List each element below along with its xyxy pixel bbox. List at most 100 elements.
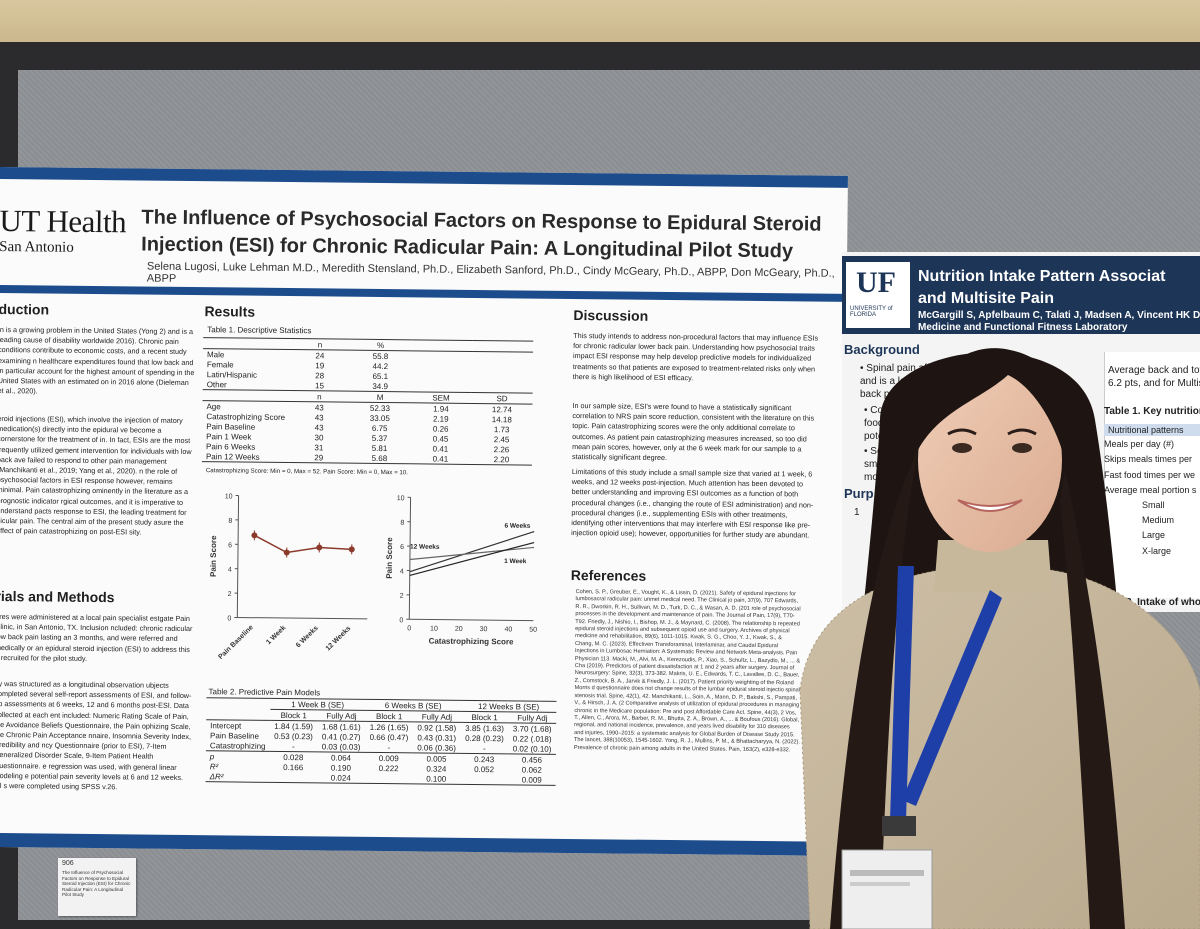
x-tick-label: 12 Weeks bbox=[325, 625, 353, 652]
table-cell bbox=[411, 361, 472, 372]
chart-pain-over-time: 0 2 4 6 8 10 Pain Score Pain Baseline 1 Week 6 We… bbox=[209, 493, 368, 661]
poster-card-text: The Influence of Psychosocial Factors on… bbox=[62, 870, 131, 898]
table-cell: Age bbox=[206, 401, 221, 411]
x-tick-label: 1 Week bbox=[265, 624, 287, 646]
table-cell: 0.03 (0.03) bbox=[317, 741, 366, 753]
table-cell: 0.222 bbox=[378, 763, 399, 773]
table-cell: Pain 12 Weeks bbox=[201, 451, 289, 463]
table-cell: Intercept bbox=[210, 720, 242, 731]
table-cell: 19 bbox=[315, 360, 325, 370]
presenter-person bbox=[799, 348, 1200, 929]
regression-line bbox=[409, 530, 535, 573]
table-cell: 0.324 bbox=[426, 763, 447, 774]
table-cell: 1.84 (1.59) bbox=[274, 721, 314, 731]
table-cell bbox=[472, 362, 533, 373]
table-cell: 43 bbox=[314, 422, 324, 432]
table-cell: 0.166 bbox=[283, 762, 304, 772]
second-poster-purpose-heading: Purp bbox=[844, 486, 874, 501]
table-cell: Pain Baseline bbox=[210, 730, 260, 741]
data-point bbox=[316, 544, 323, 551]
nutrition-table-row: Skips meals times per bbox=[1104, 454, 1193, 465]
table-cell: 12.74 bbox=[491, 404, 512, 414]
discussion-p1: This study intends to address non-proced… bbox=[572, 331, 819, 383]
table-cell: 0.22 (.018) bbox=[512, 733, 552, 744]
table-cell: 0.06 (0.36) bbox=[412, 742, 461, 754]
table-cell: 2.26 bbox=[493, 444, 510, 454]
methods-text: ures were administered at a local pain s… bbox=[0, 611, 193, 663]
table-cell: 0.41 (0.27) bbox=[321, 731, 361, 742]
y-tick-label: 6 bbox=[400, 544, 404, 551]
series-label: 6 Weeks bbox=[504, 523, 530, 530]
table-cell: 5.37 bbox=[371, 433, 388, 443]
table-cell: 31 bbox=[314, 442, 324, 452]
chart-pain-by-catastrophizing: 0 2 4 6 8 10 0 10 20 30 40 50 Pain Score Catastrophiz… bbox=[385, 495, 538, 646]
table-cell: - bbox=[269, 740, 318, 752]
table-cell: Fully Adj bbox=[508, 711, 557, 724]
poster-number: 906 bbox=[62, 860, 74, 867]
table-cell: Fully Adj bbox=[413, 710, 461, 723]
data-point bbox=[283, 549, 290, 556]
x-tick-label: 6 Weeks bbox=[295, 625, 320, 650]
table-cell: 28 bbox=[315, 370, 325, 380]
x-tick-label: 10 bbox=[430, 626, 438, 633]
series-label: 1 Week bbox=[504, 558, 527, 565]
nutrition-table-row: Average meal portion s bbox=[1104, 484, 1197, 495]
table-cell: 0.66 (0.47) bbox=[369, 732, 409, 742]
table-cell: 0.02 (0.10) bbox=[508, 743, 556, 755]
table-cell: 55.8 bbox=[372, 351, 389, 361]
table-cell: Catastrophizing bbox=[205, 740, 270, 752]
y-tick-label: 2 bbox=[228, 591, 232, 598]
table-cell: 29 bbox=[288, 452, 349, 464]
methods-text-2: dy was structured as a longitudinal obse… bbox=[0, 678, 192, 792]
y-tick-label: 4 bbox=[400, 568, 404, 575]
y-tick-label: 0 bbox=[399, 617, 403, 624]
y-tick-label: 8 bbox=[400, 520, 404, 527]
y-axis-label: Pain Score bbox=[209, 535, 218, 577]
table-cell: 2.45 bbox=[493, 434, 510, 444]
table-cell: Latin/Hispanic bbox=[206, 369, 258, 380]
table-cell: 0.190 bbox=[330, 762, 351, 773]
table-cell: ΔR² bbox=[205, 771, 270, 783]
y-tick-label: 0 bbox=[227, 615, 231, 622]
table-cell: n bbox=[289, 390, 350, 403]
table-cell: 0.26 bbox=[432, 424, 449, 434]
table-cell: 43 bbox=[314, 412, 324, 422]
y-tick-label: 4 bbox=[228, 567, 232, 574]
table-cell: 0.28 (0.23) bbox=[465, 733, 504, 743]
table-cell: 0.45 bbox=[432, 434, 449, 444]
second-poster-section-2: 2. Intake of whol bbox=[1126, 597, 1200, 608]
table-cell: 0.009 bbox=[507, 774, 556, 786]
ut-health-logo-sub: San Antonio bbox=[0, 238, 74, 256]
results-heading: Results bbox=[204, 303, 256, 320]
second-poster-authors-2: Medicine and Functional Fitness Laborato… bbox=[918, 322, 1128, 333]
table-cell bbox=[269, 771, 318, 783]
table-cell: 2.20 bbox=[470, 453, 533, 466]
table-cell: 0.243 bbox=[474, 754, 495, 764]
table-cell: Block 1 bbox=[365, 710, 414, 722]
table-cell: n bbox=[289, 338, 351, 351]
table2: 1 Week B (SE) 6 Weeks B (SE) 12 Weeks B (S… bbox=[205, 697, 557, 786]
discussion-heading: Discussion bbox=[573, 307, 649, 324]
second-poster-purpose-num: 1 bbox=[854, 507, 860, 518]
table-cell: 0.009 bbox=[378, 753, 399, 763]
table-cell: 1.26 (1.65) bbox=[369, 722, 409, 732]
table1-caption: Table 1. Descriptive Statistics bbox=[207, 325, 312, 336]
y-tick-label: 10 bbox=[225, 493, 233, 500]
table-cell: Block 1 bbox=[460, 711, 509, 723]
table-cell bbox=[472, 382, 533, 393]
x-tick-label: 30 bbox=[480, 626, 488, 633]
table-cell: 2.19 bbox=[432, 414, 449, 424]
table-cell: 3.85 (1.63) bbox=[465, 723, 504, 733]
table-cell: 3.70 (1.68) bbox=[512, 723, 552, 734]
nutrition-table-row: Fast food times per we bbox=[1104, 469, 1196, 480]
table-cell: 0.456 bbox=[521, 754, 543, 765]
y-tick-label: 2 bbox=[400, 593, 404, 600]
second-poster-title-1: Nutrition Intake Pattern Associat bbox=[918, 268, 1166, 285]
y-tick-label: 10 bbox=[397, 495, 405, 502]
intro-text: in is a growing problem in the United St… bbox=[0, 324, 195, 396]
table-cell: Female bbox=[206, 359, 234, 369]
table-cell: R² bbox=[209, 761, 219, 771]
table-cell bbox=[411, 339, 473, 352]
methods-heading: rials and Methods bbox=[0, 587, 115, 606]
table-cell: 0.92 (1.58) bbox=[417, 722, 457, 733]
